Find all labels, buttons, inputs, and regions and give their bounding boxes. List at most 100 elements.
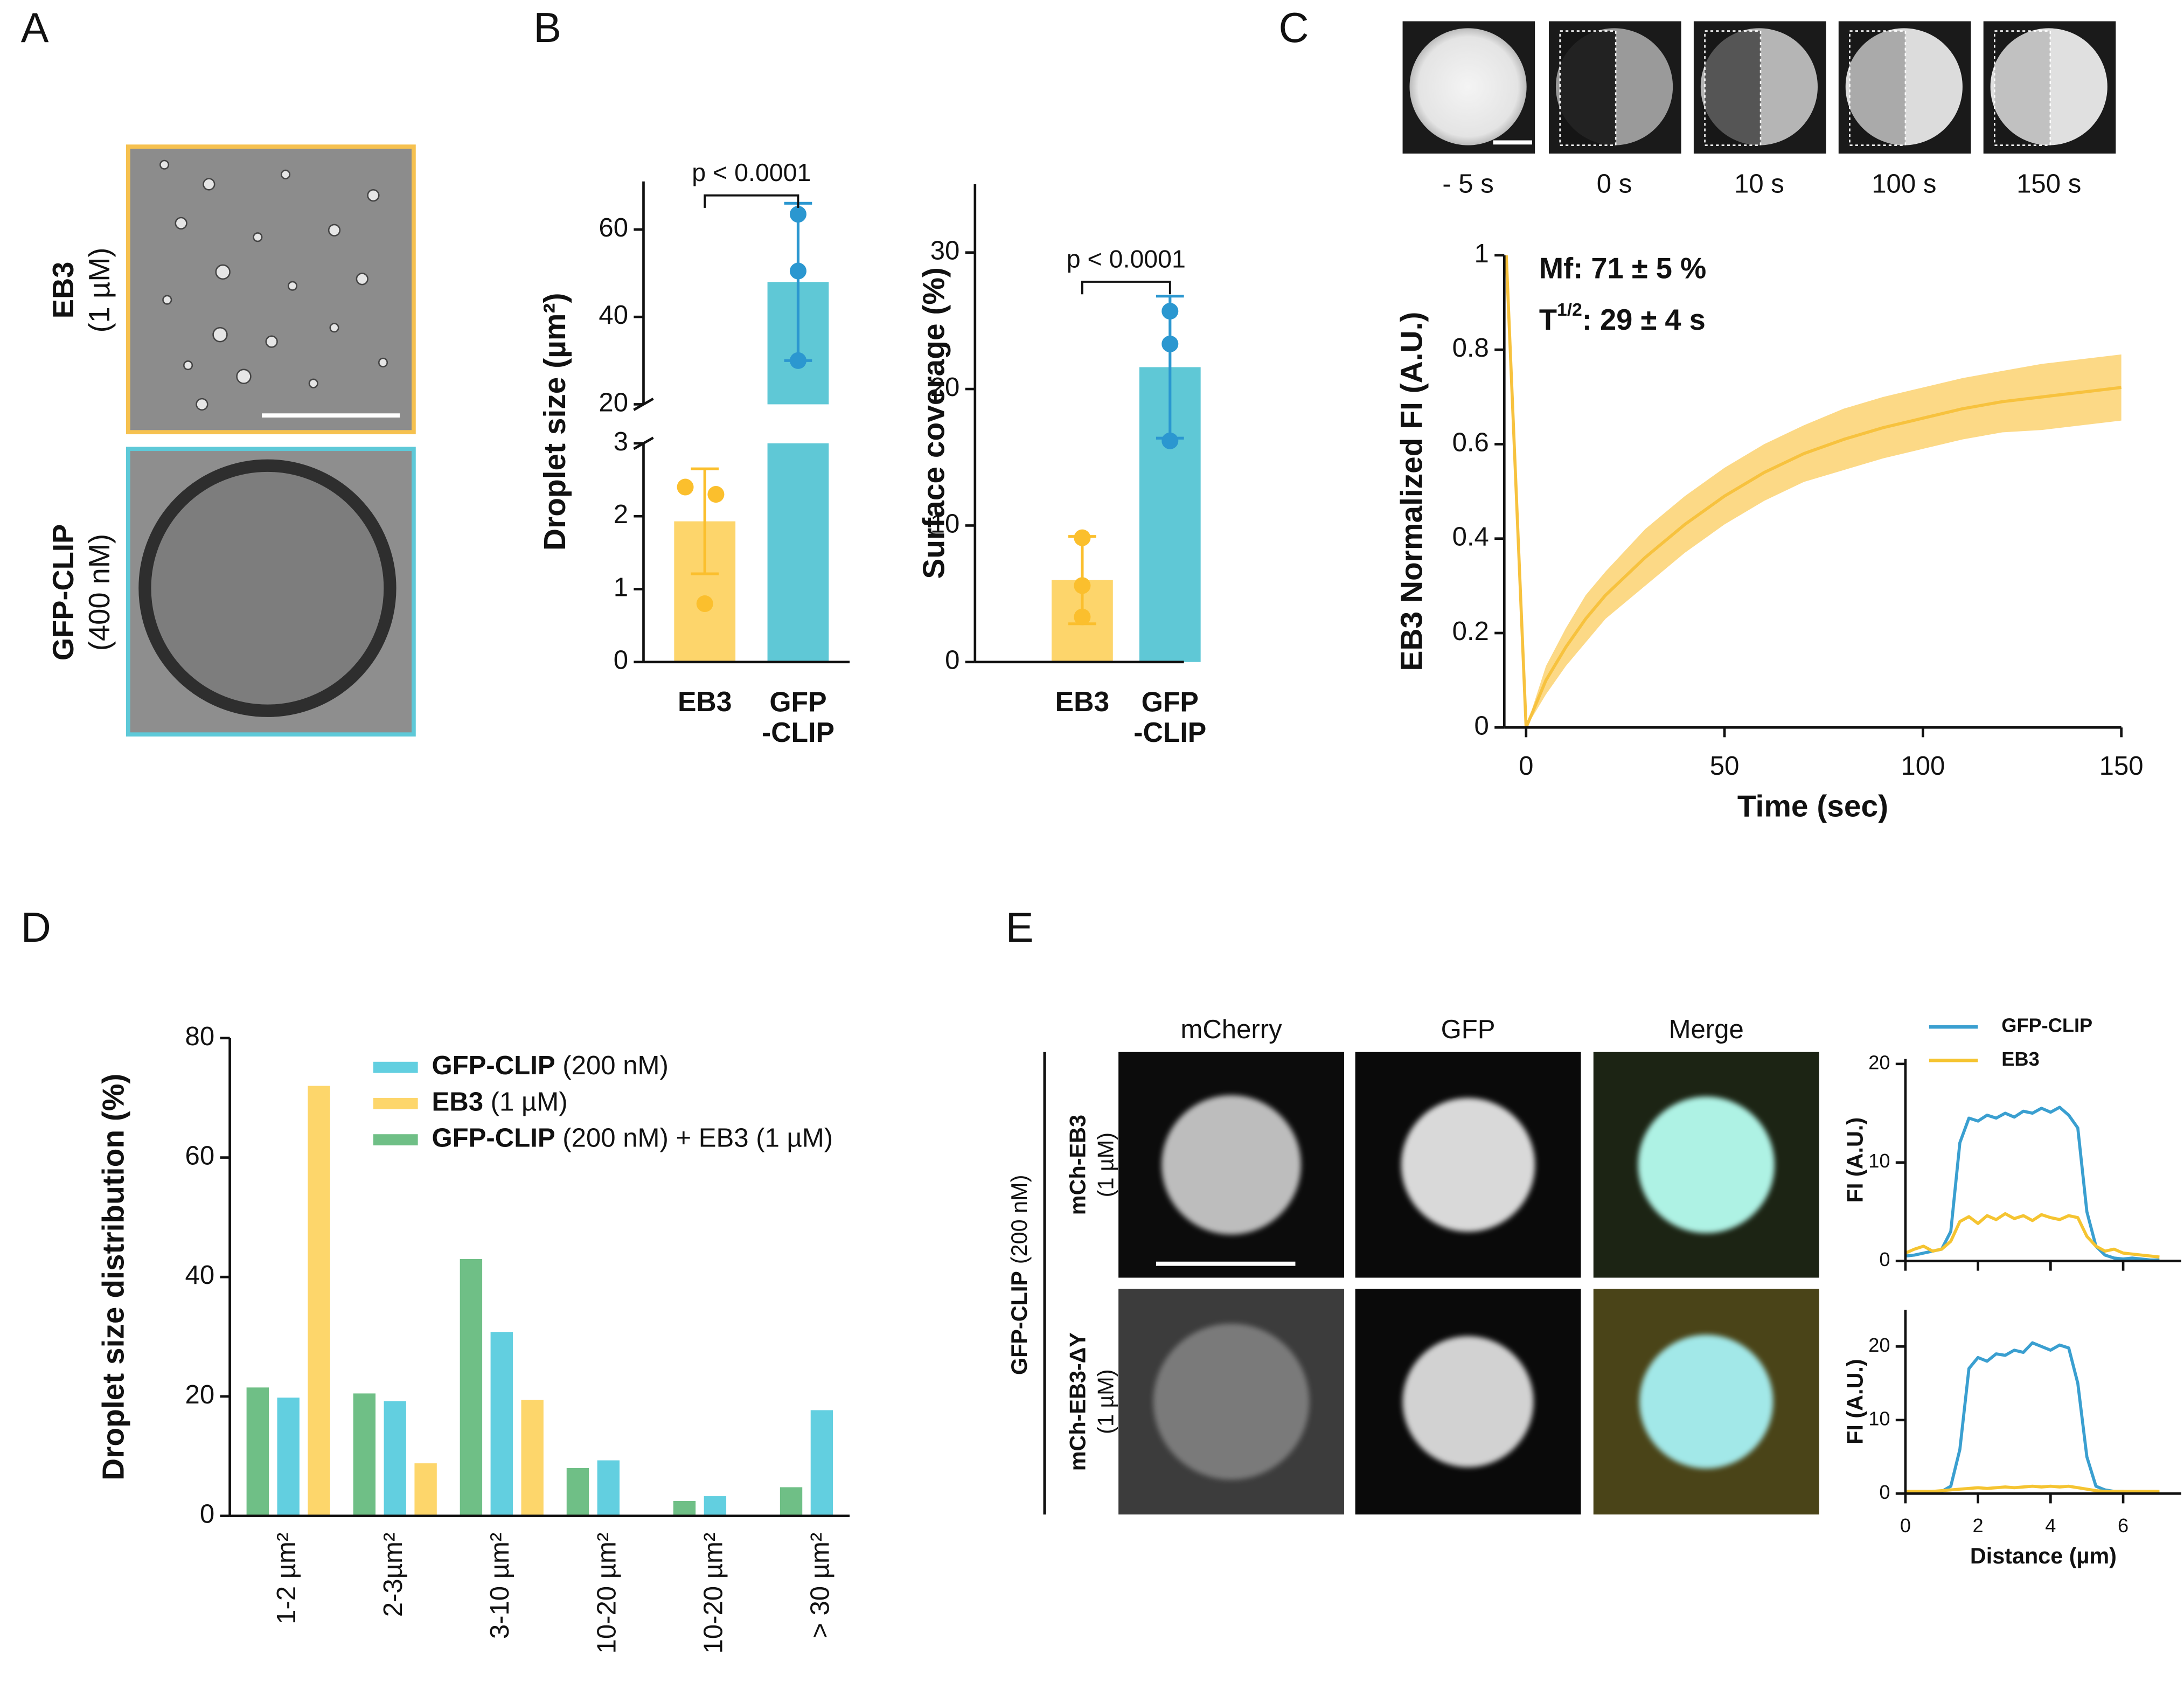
annotation-sup: 1/2: [1557, 300, 1582, 320]
x-tick-label: 10-20 µm²: [699, 1533, 728, 1654]
panel-letter: E: [1006, 905, 1034, 951]
y-tick-label: 40: [185, 1261, 215, 1290]
data-point: [677, 478, 694, 496]
x-axis-label: Time (sec): [1737, 789, 1888, 823]
y-tick-label: 20: [599, 388, 628, 417]
bar: [308, 1086, 330, 1516]
p-bracket: [1081, 280, 1171, 295]
x-tick-label: 6: [2118, 1514, 2129, 1537]
y-tick-label: 1: [614, 573, 628, 602]
row-label: mCh-EB3: [1066, 1115, 1090, 1215]
bar: [414, 1463, 437, 1516]
y-tick-label: 3: [614, 427, 628, 456]
y-tick-label: 0: [614, 646, 628, 675]
column-header: mCherry: [1180, 1015, 1282, 1044]
y-tick-label: 60: [185, 1142, 215, 1171]
y-tick-label: 20: [930, 373, 960, 402]
legend-label: GFP-CLIP: [2001, 1014, 2092, 1037]
bar: [704, 1496, 727, 1516]
x-axis-label: Distance (µm): [1970, 1544, 2117, 1568]
row-label: GFP-CLIP: [47, 524, 80, 661]
legend-swatch: [373, 1134, 418, 1145]
bar: [384, 1401, 406, 1516]
x-tick-label: EB3: [678, 686, 732, 717]
y-tick-label: 0.8: [1452, 333, 1489, 363]
x-tick-label: GFP -CLIP: [1133, 686, 1206, 748]
bar: [673, 1500, 696, 1516]
y-tick-label: 0: [200, 1500, 214, 1529]
row-detail: (1 µM): [83, 247, 116, 332]
panel-letter: C: [1278, 5, 1309, 51]
annotation-part: : 29 ± 4 s: [1582, 303, 1706, 336]
p-bracket: [704, 194, 799, 208]
x-tick-label: 3-10 µm²: [485, 1533, 514, 1639]
y-tick-label: 10: [1868, 1150, 1890, 1172]
data-point: [707, 486, 725, 503]
y-tick-label: 0.2: [1452, 617, 1489, 646]
micrograph-gfp-clip: [126, 447, 416, 737]
column-header: GFP: [1441, 1015, 1496, 1044]
x-tick-label: 50: [1710, 752, 1740, 781]
y-tick-label: 2: [614, 500, 628, 529]
line: [1905, 1341, 2160, 1494]
row-detail: (400 nM): [83, 534, 116, 651]
y-axis-label: FI (A.U.): [1842, 1359, 1867, 1444]
y-tick-label: 30: [930, 237, 960, 266]
frame-label: 0 s: [1597, 170, 1632, 199]
data-point: [1161, 432, 1179, 449]
data-point: [1161, 303, 1179, 320]
annotation-part: T: [1539, 303, 1557, 336]
bar: [460, 1259, 483, 1516]
y-tick-label: 0.6: [1452, 428, 1489, 457]
y-tick-label: 40: [599, 301, 628, 330]
y-tick-label: 0: [945, 646, 959, 675]
bar: [490, 1332, 513, 1516]
p-value: p < 0.0001: [692, 158, 811, 186]
x-tick-label: 1-2 µm²: [272, 1533, 301, 1624]
x-tick-label: 4: [2045, 1514, 2056, 1537]
y-tick-label: 60: [599, 213, 628, 242]
bar: [767, 443, 829, 662]
x-tick-label: 0: [1519, 752, 1533, 781]
frame-label: 10 s: [1734, 170, 1784, 199]
row-label: mCh-EB3-ΔY: [1066, 1332, 1090, 1471]
data-point: [789, 262, 806, 280]
y-tick-label: 80: [185, 1022, 215, 1051]
micrograph-eb3: [126, 144, 416, 435]
bar: [597, 1460, 620, 1516]
bar: [277, 1398, 300, 1516]
frap-frames: [1402, 21, 2116, 154]
data-point: [789, 352, 806, 369]
y-tick-label: 10: [930, 509, 960, 538]
legend-label: EB3 (1 µM): [432, 1087, 567, 1116]
side-label-name: GFP-CLIP: [1007, 1271, 1032, 1375]
column-header: Merge: [1669, 1015, 1744, 1044]
y-tick-label: 0: [1879, 1248, 1890, 1270]
data-point: [1074, 577, 1091, 594]
x-tick-label: GFP -CLIP: [762, 686, 834, 748]
data-point: [1074, 529, 1091, 546]
y-axis-label: EB3 Normalized FI (A.U.): [1395, 312, 1429, 671]
line: [1905, 1106, 2160, 1262]
data-point: [1161, 335, 1179, 352]
data-point: [1074, 608, 1091, 625]
bar: [246, 1387, 269, 1516]
row-detail: (1 µM): [1093, 1369, 1118, 1434]
line: [1904, 1212, 2160, 1259]
bar: [780, 1487, 803, 1516]
side-label-detail: (200 nM): [1007, 1175, 1032, 1264]
x-tick-label: 2-3µm²: [379, 1533, 408, 1617]
data-point: [696, 595, 713, 613]
frame-label: - 5 s: [1442, 170, 1494, 199]
y-axis-label: Surface coverage (%): [917, 267, 951, 579]
panel-letter: D: [21, 905, 51, 951]
row-label: EB3: [47, 262, 80, 319]
line: [1505, 255, 2122, 729]
side-label: GFP-CLIP (200 nM): [1007, 1175, 1032, 1375]
y-tick-label: 20: [185, 1380, 215, 1409]
legend-label: EB3: [2001, 1048, 2039, 1070]
x-tick-label: 0: [1900, 1514, 1911, 1537]
x-tick-label: 100: [1901, 752, 1945, 781]
line: [1905, 1484, 2160, 1493]
